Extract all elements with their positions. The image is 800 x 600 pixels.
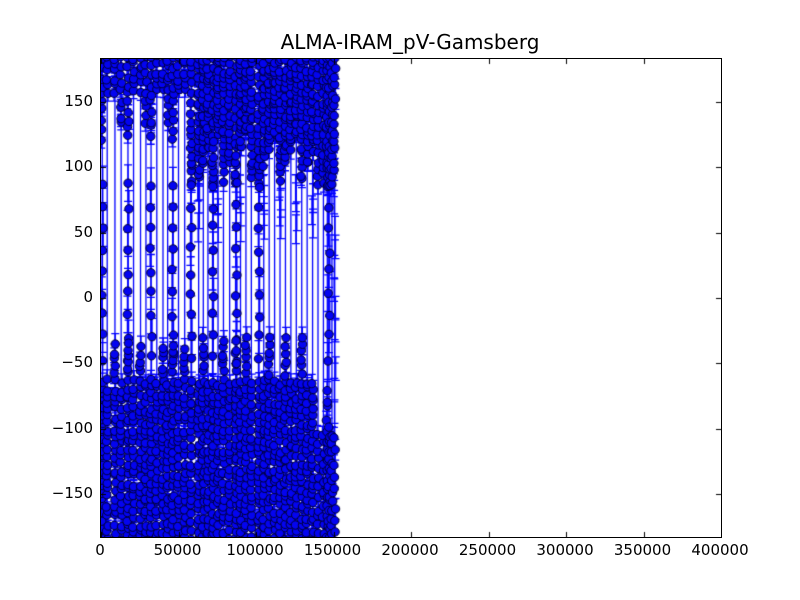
chart-canvas (101, 59, 721, 537)
x-tick-label: 200000 (381, 541, 439, 559)
y-tick-label: −50 (61, 353, 93, 372)
x-tick-label: 300000 (536, 541, 594, 559)
x-tick-label: 350000 (613, 541, 672, 559)
chart-title: ALMA-IRAM_pV-Gamsberg (280, 30, 540, 54)
x-tick-label: 100000 (226, 541, 284, 559)
y-tick-label: 150 (64, 92, 93, 111)
axes-frame (100, 58, 722, 538)
y-tick-label: −100 (51, 418, 93, 437)
x-tick-label: 0 (95, 541, 105, 559)
y-tick-label: 0 (83, 288, 93, 306)
x-tick-label: 150000 (303, 541, 362, 559)
x-tick-label: 250000 (458, 541, 517, 559)
x-tick-label: 50000 (153, 541, 202, 559)
x-tick-label: 400000 (691, 541, 749, 559)
y-tick-label: 50 (73, 222, 93, 241)
y-tick-label: 100 (64, 157, 93, 176)
y-tick-label: −150 (51, 483, 93, 502)
